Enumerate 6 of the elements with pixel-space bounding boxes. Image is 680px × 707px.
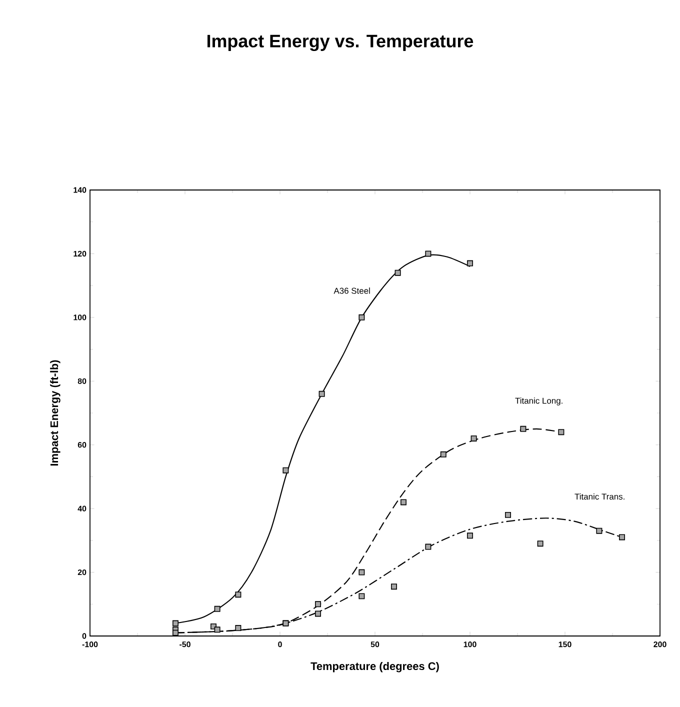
x-axis-title: Temperature (degrees C) [310,662,439,672]
text: Titanic Long. [515,398,562,406]
chart-title: Impact Energy vs. Temperature [207,34,474,52]
y-axis-title: Impact Energy (ft-lb) [50,360,60,466]
series-label: A36 Steel [334,288,370,294]
text: Titanic Trans. [574,493,624,500]
